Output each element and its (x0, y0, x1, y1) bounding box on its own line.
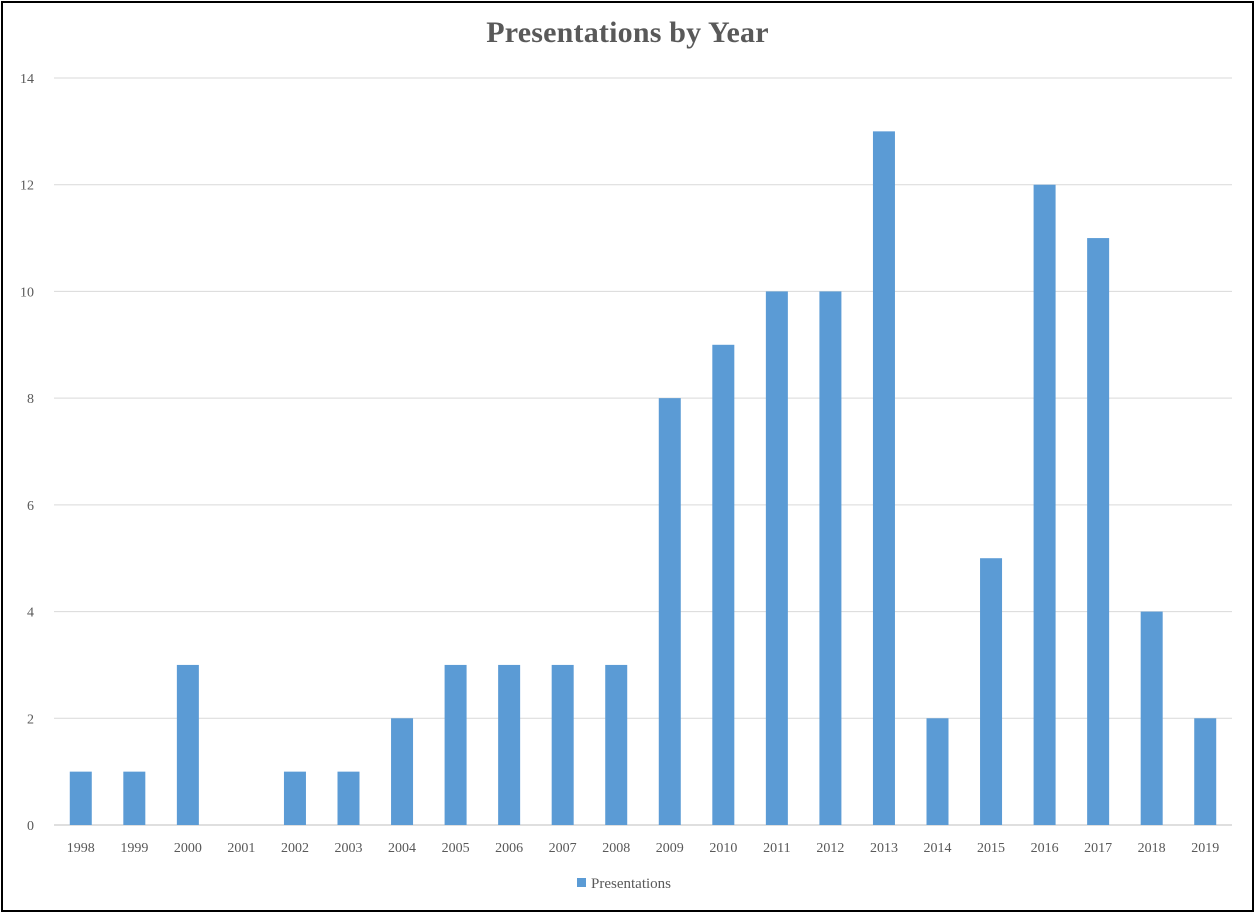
y-tick-label: 14 (20, 72, 34, 87)
bar-1998 (69, 771, 92, 825)
bar-2016 (1033, 184, 1056, 825)
x-tick-label: 2008 (602, 841, 630, 856)
x-tick-label: 2005 (442, 841, 470, 856)
x-tick-label: 2003 (335, 841, 363, 856)
legend-label: Presentations (591, 876, 671, 892)
x-tick-label: 2007 (549, 841, 577, 856)
y-tick-label: 4 (27, 606, 34, 621)
bar-2019 (1194, 718, 1217, 825)
bar-2009 (658, 398, 681, 825)
y-tick-label: 0 (27, 819, 34, 834)
bar-1999 (123, 771, 146, 825)
x-tick-label: 2009 (656, 841, 684, 856)
x-tick-label: 1998 (67, 841, 95, 856)
y-tick-label: 10 (20, 285, 34, 300)
x-tick-label: 2013 (870, 841, 898, 856)
x-tick-label: 2014 (924, 841, 952, 856)
x-axis: 1998 1999 2000 2001 2002 2003 2004 2005 2006 2007… (67, 841, 1219, 856)
bar-2017 (1087, 238, 1110, 826)
x-tick-label: 2006 (495, 841, 523, 856)
bar-2008 (605, 664, 628, 825)
bar-2010 (712, 344, 735, 825)
bar-2003 (337, 771, 360, 825)
y-tick-label: 12 (20, 179, 34, 194)
legend: Presentations (577, 876, 671, 892)
legend-swatch (577, 878, 586, 887)
bar-2015 (980, 558, 1003, 825)
y-tick-label: 6 (27, 499, 34, 514)
bar-2012 (819, 291, 842, 825)
chart-title: Presentations by Year (486, 16, 769, 49)
bar-2011 (765, 291, 788, 825)
y-tick-label: 2 (27, 712, 34, 727)
bar-2006 (498, 664, 521, 825)
bar-2005 (444, 664, 467, 825)
bar-2007 (551, 664, 574, 825)
x-tick-label: 2010 (709, 841, 737, 856)
bar-2014 (926, 718, 949, 825)
x-tick-label: 2018 (1138, 841, 1166, 856)
x-tick-label: 2000 (174, 841, 202, 856)
x-tick-label: 2017 (1084, 841, 1112, 856)
x-tick-label: 2012 (816, 841, 844, 856)
x-tick-label: 2015 (977, 841, 1005, 856)
x-tick-label: 2016 (1031, 841, 1059, 856)
bars (69, 131, 1217, 826)
x-tick-label: 2011 (763, 841, 790, 856)
bar-2018 (1140, 611, 1163, 825)
x-tick-label: 2002 (281, 841, 309, 856)
x-tick-label: 2019 (1191, 841, 1219, 856)
y-axis: 0 2 4 6 8 10 12 14 (20, 72, 34, 834)
bar-2004 (391, 718, 414, 825)
x-tick-label: 1999 (120, 841, 148, 856)
bar-2002 (283, 771, 306, 825)
bar-2013 (872, 131, 895, 825)
y-tick-label: 8 (27, 392, 34, 407)
bar-2000 (176, 664, 199, 825)
x-tick-label: 2004 (388, 841, 416, 856)
x-tick-label: 2001 (227, 841, 255, 856)
